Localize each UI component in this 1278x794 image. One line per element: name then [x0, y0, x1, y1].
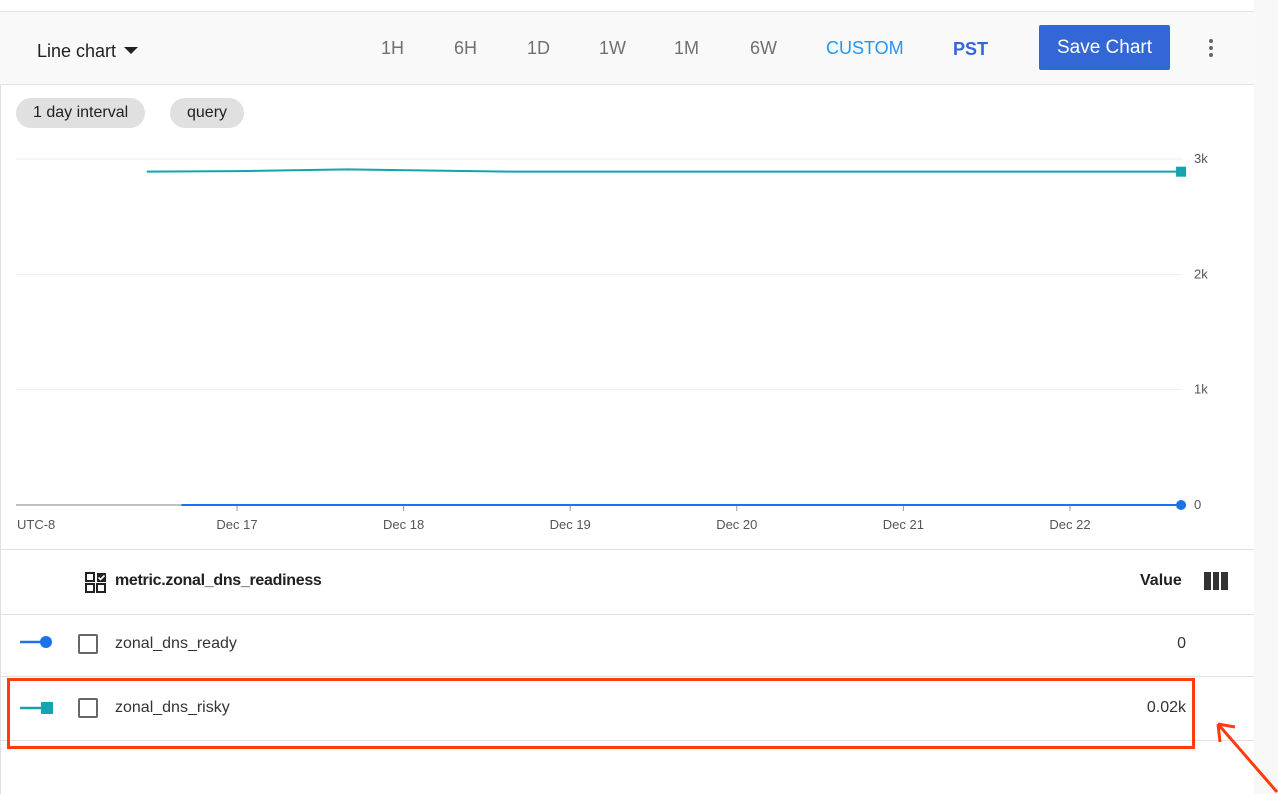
range-1h[interactable]: 1H — [381, 38, 405, 58]
more-vert-icon[interactable] — [1204, 38, 1218, 58]
range-6h[interactable]: 6H — [454, 38, 478, 58]
circle-series-swatch-icon — [20, 636, 52, 648]
divider — [0, 676, 1254, 677]
highlight-box — [7, 678, 1195, 749]
series-label: zonal_dns_risky — [115, 699, 230, 716]
chip-interval[interactable]: 1 day interval — [16, 98, 146, 128]
range-1w[interactable]: 1W — [599, 38, 626, 58]
y-tick-label: 3k — [1194, 151, 1208, 166]
checkbox-ready[interactable] — [78, 634, 98, 654]
value-header[interactable]: Value — [1140, 572, 1182, 589]
x-tick-label: Dec 20 — [716, 517, 757, 532]
timezone-axis-label: UTC-8 — [17, 517, 55, 532]
divider — [0, 740, 1254, 741]
select-columns-icon[interactable] — [85, 572, 107, 594]
x-tick-label: Dec 17 — [216, 517, 257, 532]
series-value: 0.02k — [1146, 699, 1186, 716]
timezone-button[interactable]: PST — [953, 39, 989, 59]
chip-query[interactable]: query — [170, 98, 245, 128]
range-6w[interactable]: 6W — [750, 38, 777, 58]
y-tick-label: 1k — [1194, 382, 1208, 397]
chart-type-label: Line chart — [37, 41, 117, 61]
x-tick-label: Dec 19 — [550, 517, 591, 532]
series-label: zonal_dns_ready — [115, 635, 237, 652]
annotation-arrow-icon — [1216, 722, 1278, 793]
chart-toolbar: Line chart 1H 6H 1D 1W 1M 6W CUSTOM PST … — [0, 11, 1254, 85]
chart-type-dropdown[interactable]: Line chart — [37, 41, 139, 62]
legend-header[interactable]: metric.zonal_dns_readiness — [115, 572, 322, 589]
x-tick-label: Dec 21 — [883, 517, 924, 532]
range-custom[interactable]: CUSTOM — [826, 38, 904, 58]
series-value: 0 — [1177, 635, 1186, 652]
x-tick-label: Dec 22 — [1049, 517, 1090, 532]
save-chart-button[interactable]: Save Chart — [1039, 25, 1170, 70]
series-line-zonal_dns_risky — [146, 168, 1182, 173]
series-end-marker — [1176, 500, 1187, 510]
x-tick-label: Dec 18 — [383, 517, 424, 532]
range-1m[interactable]: 1M — [674, 38, 700, 58]
series-end-marker — [1176, 166, 1187, 177]
line-chart: 0 1k 2k 3k UTC-8 Dec 17 Dec 18 Dec 19 Dec 20 Dec … — [16, 151, 1208, 532]
y-tick-label: 0 — [1194, 497, 1201, 512]
caret-down-icon — [124, 47, 139, 54]
checkbox-risky[interactable] — [78, 698, 98, 718]
range-1d[interactable]: 1D — [527, 38, 551, 58]
divider — [0, 549, 1254, 550]
left-border — [0, 12, 1, 794]
y-tick-label: 2k — [1194, 266, 1208, 281]
right-gutter — [1254, 0, 1278, 794]
square-series-swatch-icon — [20, 702, 53, 714]
divider — [0, 614, 1254, 615]
columns-icon[interactable] — [1204, 572, 1229, 590]
